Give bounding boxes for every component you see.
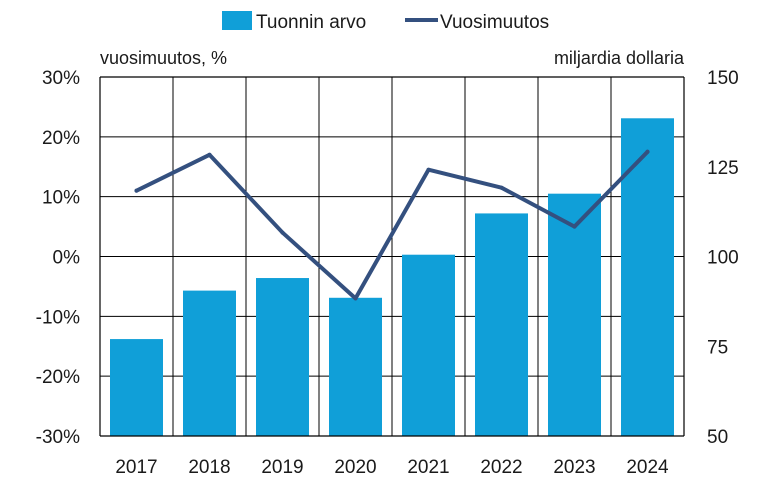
line-point xyxy=(353,296,358,301)
left-axis-ticks: 30% 20% 10% 0% -10% -20% -30% xyxy=(36,68,80,448)
bar xyxy=(475,213,528,436)
x-tick-label: 2022 xyxy=(480,457,522,478)
left-tick-label: -20% xyxy=(36,367,80,388)
right-tick-label: 100 xyxy=(707,248,739,269)
x-axis-ticks: 2017 2018 2019 2020 2021 2022 2023 2024 xyxy=(115,457,669,478)
legend-line-label: Vuosimuutos xyxy=(440,12,549,33)
x-tick-label: 2020 xyxy=(334,457,376,478)
legend-bar-label: Tuonnin arvo xyxy=(256,12,366,33)
x-tick-label: 2017 xyxy=(115,457,157,478)
line-point xyxy=(426,167,431,172)
right-tick-label: 150 xyxy=(707,68,739,89)
bar xyxy=(548,193,601,436)
series-line xyxy=(134,149,650,301)
legend: Tuonnin arvo Vuosimuutos xyxy=(222,11,549,33)
left-tick-label: -30% xyxy=(36,427,80,448)
left-axis-label: vuosimuutos, % xyxy=(100,48,227,68)
left-tick-label: 0% xyxy=(53,248,81,269)
left-tick-label: 10% xyxy=(42,188,80,209)
bar-series xyxy=(110,118,674,436)
right-tick-label: 50 xyxy=(707,427,728,448)
bar xyxy=(110,339,163,436)
line-point xyxy=(207,152,212,157)
right-tick-label: 125 xyxy=(707,158,739,179)
line-point xyxy=(499,185,504,190)
right-axis-ticks: 150 125 100 75 50 xyxy=(707,68,739,448)
x-tick-label: 2018 xyxy=(188,457,230,478)
bar xyxy=(256,278,309,436)
bar xyxy=(183,290,236,436)
left-tick-label: -10% xyxy=(36,307,80,328)
bar xyxy=(402,254,455,436)
legend-bar-swatch xyxy=(222,11,252,30)
axes xyxy=(99,76,685,437)
right-axis-label: miljardia dollaria xyxy=(554,48,685,68)
x-tick-label: 2021 xyxy=(407,457,449,478)
x-tick-label: 2023 xyxy=(553,457,595,478)
line-point xyxy=(645,149,650,154)
line-point xyxy=(280,230,285,235)
bar xyxy=(329,297,382,436)
line-series xyxy=(134,149,650,301)
x-tick-label: 2019 xyxy=(261,457,303,478)
x-tick-label: 2024 xyxy=(626,457,669,478)
left-tick-label: 30% xyxy=(42,68,80,89)
left-tick-label: 20% xyxy=(42,128,80,149)
line-point xyxy=(134,188,139,193)
bar xyxy=(621,118,674,436)
right-tick-label: 75 xyxy=(707,337,728,358)
line-point xyxy=(572,224,577,229)
